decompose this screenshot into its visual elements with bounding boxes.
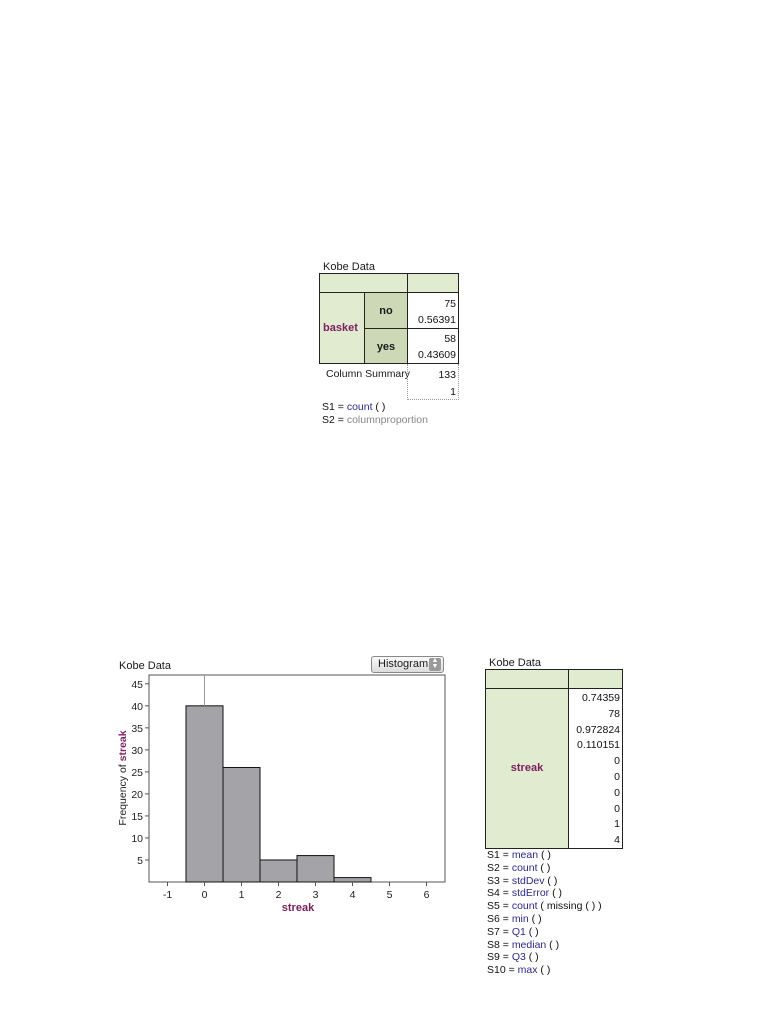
row-var-cell — [319, 292, 365, 364]
formula-s2: S2 = columnproportion — [322, 414, 428, 426]
row-category-label: no — [379, 305, 393, 317]
y-axis-label: Frequency of streak — [117, 730, 129, 825]
summary-value: 0.110151 — [576, 739, 620, 752]
y-tick-label: 45 — [131, 679, 143, 691]
summary-value: 0.74359 — [582, 692, 620, 704]
cell-no: 75 0.56391 — [407, 292, 459, 329]
summary-value: 1 — [614, 818, 620, 831]
y-tick-label: 40 — [131, 701, 143, 713]
formula-line: S3 = stdDev ( ) — [487, 874, 558, 887]
formula-line: S10 = max ( ) — [487, 964, 551, 977]
cell-count: 58 — [444, 333, 456, 345]
cell-proportion: 0.43609 — [418, 349, 456, 361]
crosstab-formula-legend: S1 = count ( ) S2 = columnproportion — [322, 401, 428, 427]
histogram-bar — [259, 859, 298, 883]
summary-value: 0 — [614, 802, 620, 815]
cell-proportion: 0.56391 — [418, 314, 456, 326]
histogram-title: Kobe Data — [119, 660, 171, 672]
y-tick-label: 5 — [137, 855, 143, 867]
histogram-bar — [333, 877, 372, 883]
summary-value: 0 — [614, 786, 620, 799]
summary-value: 78 — [608, 707, 620, 720]
row-category-yes: yes — [364, 328, 408, 364]
formula-line: S5 = count ( missing ( ) ) — [487, 900, 602, 913]
formula-s1: S1 = count ( ) — [322, 401, 386, 413]
formula-line: S6 = min ( ) — [487, 912, 542, 925]
row-category-no: no — [364, 292, 408, 329]
popup-arrows-icon: ▲ ▼ — [429, 657, 441, 671]
formula-line: S4 = stdError ( ) — [487, 887, 562, 900]
formula-line: S8 = median ( ) — [487, 938, 560, 951]
summary-value: 4 — [614, 834, 620, 847]
cell-count: 75 — [444, 298, 456, 310]
summary-var-cell: streak — [485, 688, 569, 849]
summary-proportion: 1 — [450, 386, 456, 398]
summary-formula-legend: S1 = mean ( ) S2 = count ( ) S3 = stdDev (… — [487, 849, 602, 977]
crosstab-title: Kobe Data — [323, 261, 375, 273]
formula-line: S9 = Q3 ( ) — [487, 951, 539, 964]
summary-var-label: streak — [510, 762, 544, 774]
summary-count: 133 — [438, 369, 456, 381]
x-tick-label: 0 — [202, 889, 208, 901]
histogram-bar — [222, 766, 261, 883]
summary-header-right — [568, 669, 623, 689]
crosstab-header-left — [319, 273, 408, 293]
x-tick-label: 4 — [350, 889, 356, 901]
summary-header-left — [485, 669, 569, 689]
histogram-bar — [296, 855, 335, 883]
x-tick-label: 6 — [424, 889, 430, 901]
summary-values-cell: 0.74359 78 0.972824 0.110151 0 0 0 0 1 4 — [568, 688, 623, 849]
formula-line: S7 = Q1 ( ) — [487, 925, 539, 938]
formula-line: S2 = count ( ) — [487, 861, 551, 874]
summary-value: 0 — [614, 755, 620, 768]
x-axis-label: streak — [282, 902, 315, 914]
y-tick-label: 15 — [131, 811, 143, 823]
y-tick-label: 20 — [131, 789, 143, 801]
row-var-label: basket — [323, 322, 358, 334]
summary-value: 0.972824 — [576, 723, 620, 736]
plot-type-popup[interactable]: Histogram ▲ ▼ — [371, 656, 444, 673]
column-summary-cell: 133 1 — [407, 364, 459, 400]
histogram-bar — [185, 705, 224, 883]
cell-yes: 58 0.43609 — [407, 328, 459, 364]
y-tick-label: 10 — [131, 833, 143, 845]
crosstab-header-right — [407, 273, 459, 293]
y-tick-label: 35 — [131, 723, 143, 735]
summary-value: 0 — [614, 770, 620, 783]
row-category-label: yes — [376, 341, 396, 353]
y-tick-label: 30 — [131, 745, 143, 757]
x-tick-label: 3 — [313, 889, 319, 901]
y-tick-label: 25 — [131, 767, 143, 779]
x-tick-label: -1 — [163, 889, 172, 901]
summary-table-title: Kobe Data — [489, 657, 541, 669]
plot-type-label: Histogram — [378, 658, 429, 670]
formula-line: S1 = mean ( ) — [487, 849, 551, 861]
x-tick-label: 2 — [276, 889, 282, 901]
x-tick-label: 5 — [387, 889, 393, 901]
column-summary-label: Column Summary — [326, 368, 411, 380]
x-tick-label: 1 — [239, 889, 245, 901]
